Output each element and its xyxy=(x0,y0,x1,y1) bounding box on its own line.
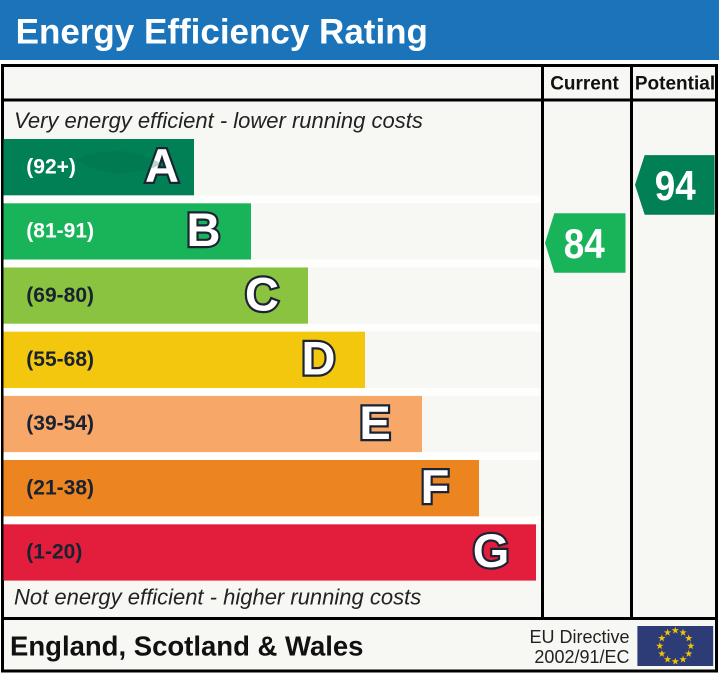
svg-text:(55-68): (55-68) xyxy=(26,348,94,371)
svg-text:Energy Efficiency Rating: Energy Efficiency Rating xyxy=(16,13,428,52)
svg-text:(92+): (92+) xyxy=(26,155,76,178)
svg-text:(81-91): (81-91) xyxy=(26,220,94,243)
svg-text:Current: Current xyxy=(550,74,619,95)
svg-text:F: F xyxy=(421,460,450,513)
svg-text:EU Directive: EU Directive xyxy=(529,627,629,647)
svg-text:England, Scotland & Wales: England, Scotland & Wales xyxy=(10,631,363,662)
svg-text:(1-20): (1-20) xyxy=(26,541,82,564)
svg-text:(69-80): (69-80) xyxy=(26,284,94,307)
svg-text:2002/91/EC: 2002/91/EC xyxy=(534,647,629,667)
svg-text:(21-38): (21-38) xyxy=(26,476,94,499)
svg-text:A: A xyxy=(145,139,179,192)
svg-text:Potential: Potential xyxy=(635,74,715,95)
svg-text:E: E xyxy=(359,396,390,449)
svg-text:94: 94 xyxy=(655,162,697,209)
svg-text:(39-54): (39-54) xyxy=(26,412,94,435)
svg-text:84: 84 xyxy=(564,220,606,267)
svg-text:G: G xyxy=(473,524,510,577)
svg-text:C: C xyxy=(245,267,279,320)
svg-text:Not energy efficient - higher: Not energy efficient - higher running co… xyxy=(14,585,421,610)
svg-text:D: D xyxy=(302,332,336,385)
svg-text:B: B xyxy=(187,203,221,256)
svg-text:Very energy efficient - lower: Very energy efficient - lower running co… xyxy=(14,108,423,133)
